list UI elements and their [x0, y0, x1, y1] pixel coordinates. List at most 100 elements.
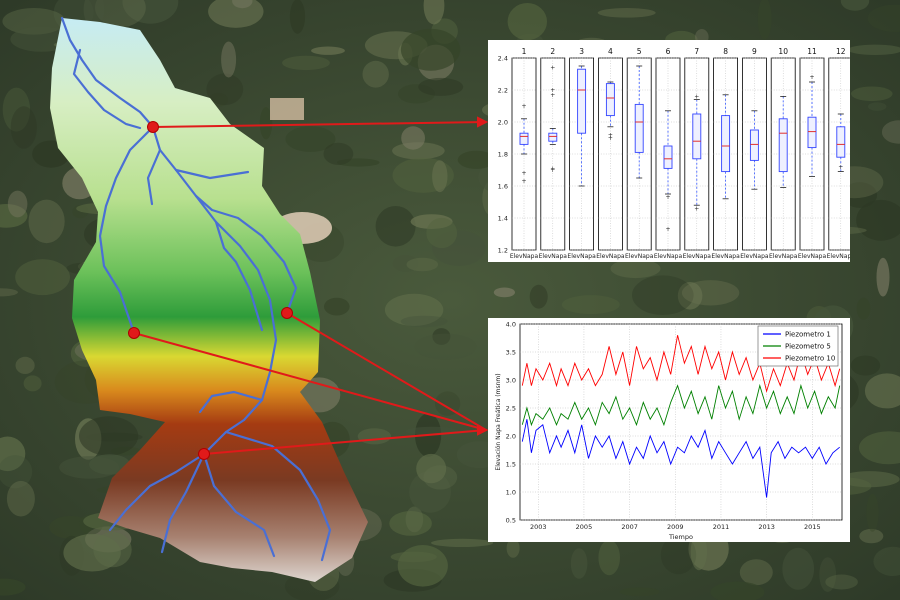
y-tick-label: 2.4: [498, 55, 508, 63]
satellite-patch: [876, 257, 890, 297]
satellite-patch: [859, 431, 900, 465]
x-tick-label: 2003: [530, 523, 547, 531]
connector-line: [286, 312, 487, 431]
satellite-patch: [15, 356, 35, 374]
satellite-patch: [434, 391, 461, 416]
satellite-patch: [206, 73, 244, 106]
box-subplot: 6 ElevNapa + +: [654, 47, 683, 260]
satellite-patch: [63, 533, 121, 572]
x-tick-label: ElevNapa: [625, 253, 654, 260]
outlier-point: +: [550, 167, 555, 174]
month-label: 10: [778, 47, 788, 56]
satellite-patch: [431, 538, 494, 548]
satellite-patch: [28, 199, 65, 244]
satellite-patch: [873, 546, 900, 576]
connector-arrowhead: [477, 424, 489, 436]
box-subplot: 10 ElevNapa: [769, 47, 798, 260]
satellite-patch: [336, 158, 380, 167]
x-tick-label: ElevNapa: [769, 253, 798, 260]
satellite-patch: [10, 106, 37, 149]
satellite-patch: [570, 548, 588, 579]
month-label: 11: [807, 47, 817, 56]
y-tick-label: 2.0: [506, 433, 516, 441]
satellite-patch: [529, 284, 548, 309]
y-tick-label: 1.6: [498, 183, 508, 191]
satellite-patch: [285, 126, 336, 152]
river-network: [60, 16, 332, 562]
y-tick-label: 1.4: [498, 215, 508, 223]
piezometer-timeseries-chart: 0.5 1.0 1.5 2.0 2.5 3.0 3.5 4.0 2003 2005 2007 2009…: [495, 321, 843, 541]
satellite-patch: [660, 535, 697, 575]
month-label: 2: [550, 47, 555, 56]
satellite-patch: [95, 0, 146, 28]
x-tick-label: 2005: [576, 523, 593, 531]
satellite-patch: [847, 44, 900, 55]
station-marker: [281, 307, 293, 319]
y-tick-label: 2.0: [498, 119, 508, 127]
x-tick-label: ElevNapa: [683, 253, 712, 260]
satellite-patch: [6, 480, 35, 517]
legend: Piezometro 1 Piezometro 5 Piezometro 10: [757, 325, 839, 367]
month-label: 1: [522, 47, 527, 56]
box-iqr: [634, 103, 644, 153]
box-iqr: [548, 132, 558, 142]
outlier-point: +: [608, 132, 613, 139]
satellite-patch: [357, 428, 392, 445]
satellite-patch: [375, 206, 416, 247]
satellite-patch: [881, 120, 900, 144]
legend-label: Piezometro 5: [785, 343, 831, 351]
satellite-patch: [851, 86, 893, 102]
satellite-patch: [825, 574, 858, 590]
satellite-patch: [79, 416, 139, 456]
outlier-point: +: [550, 92, 555, 99]
satellite-patch: [850, 355, 881, 376]
satellite-patch: [416, 453, 447, 484]
satellite-patch: [409, 471, 451, 513]
satellite-patch: [561, 295, 620, 315]
x-tick-label: 2015: [804, 523, 821, 531]
x-tick-label: ElevNapa: [827, 253, 850, 260]
month-label: 3: [579, 47, 584, 56]
satellite-patch: [856, 297, 871, 320]
satellite-patch: [677, 282, 703, 310]
satellite-patch: [432, 328, 451, 345]
x-tick-label: 2007: [621, 523, 638, 531]
satellite-patch: [384, 293, 444, 326]
x-tick-label: ElevNapa: [539, 253, 568, 260]
satellite-patch: [405, 506, 424, 533]
satellite-patch: [284, 571, 340, 600]
box-iqr: [836, 126, 846, 158]
piezometer-timeseries-panel: 0.5 1.0 1.5 2.0 2.5 3.0 3.5 4.0 2003 2005 2007 2009…: [488, 318, 850, 542]
satellite-patch: [757, 0, 772, 40]
satellite-patch: [93, 531, 132, 568]
satellite-patch: [392, 255, 419, 272]
y-tick-label: 2.5: [506, 405, 516, 413]
series-line: [521, 383, 841, 427]
satellite-patch: [323, 142, 354, 165]
satellite-patch: [840, 0, 870, 11]
box-iqr: [605, 83, 615, 117]
satellite-patch: [423, 0, 445, 25]
outlier-point: +: [694, 205, 699, 212]
satellite-patch: [282, 55, 330, 71]
month-label: 9: [752, 47, 757, 56]
satellite-patch: [0, 288, 18, 297]
satellite-patch: [681, 280, 740, 306]
satellite-patch: [389, 511, 432, 536]
satellite-patch: [856, 199, 900, 241]
satellite-patch: [432, 230, 486, 266]
satellite-patch: [0, 455, 33, 489]
y-tick-label: 4.0: [506, 321, 516, 329]
outlier-point: +: [809, 74, 814, 81]
legend-label: Piezometro 1: [785, 331, 831, 339]
satellite-patch: [859, 528, 884, 544]
quarry-patch: [270, 98, 304, 120]
connector-arrowhead: [477, 116, 489, 128]
x-tick-label: ElevNapa: [711, 253, 740, 260]
satellite-patch: [842, 182, 878, 208]
satellite-patch: [0, 204, 28, 228]
box-subplot: 9 ElevNapa: [740, 47, 769, 260]
box-iqr: [577, 68, 587, 134]
y-tick-label: 3.0: [506, 377, 516, 385]
